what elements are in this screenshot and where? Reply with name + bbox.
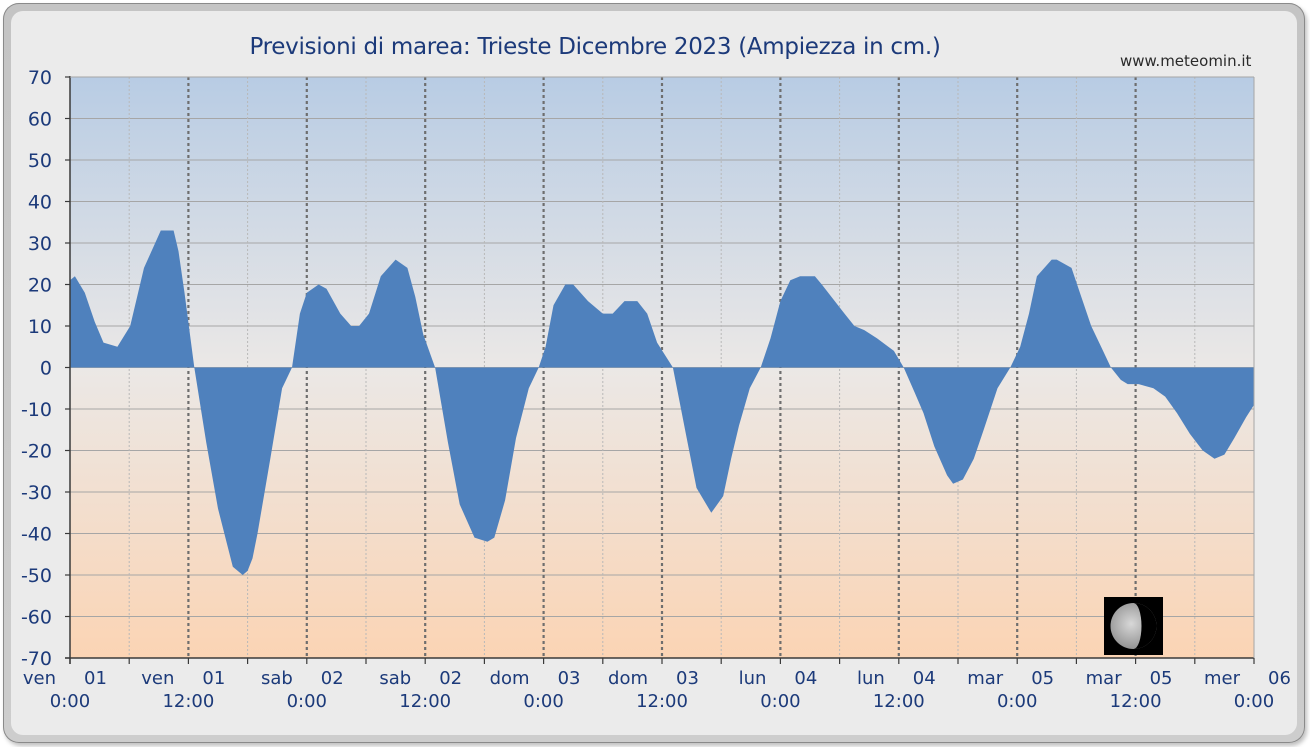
x-tick-time: 0:00 [997,691,1037,712]
y-tick-label: 10 [28,316,52,338]
x-tick-day: lun [857,668,885,689]
y-tick-label: -40 [21,524,52,546]
source-label: www.meteomin.it [1120,52,1252,70]
x-tick-time: 0:00 [1234,691,1274,712]
x-tick-date: 02 [321,668,344,689]
x-tick-date: 03 [676,668,699,689]
x-tick-label: mer 060:00 [1204,668,1291,712]
x-tick-date: 02 [439,668,462,689]
x-tick-label: lun 040:00 [739,668,818,712]
y-tick-label: 70 [28,67,52,89]
y-tick-label: -70 [21,648,52,670]
x-tick-time: 0:00 [760,691,800,712]
x-tick-time: 12:00 [399,691,451,712]
moon-phase-icon [1104,597,1163,655]
x-tick-date: 04 [913,668,936,689]
x-tick-time: 12:00 [873,691,925,712]
x-tick-label: ven 010:00 [23,668,107,712]
y-tick-label: 20 [28,275,52,297]
y-tick-label: -20 [21,441,52,463]
x-tick-time: 12:00 [1110,691,1162,712]
x-tick-time: 12:00 [162,691,214,712]
x-tick-label: sab 020:00 [261,668,344,712]
chart-title: Previsioni di marea: Trieste Dicembre 20… [249,34,941,60]
x-tick-date: 01 [202,668,225,689]
x-tick-day: mer [1204,668,1241,689]
x-tick-label: mar 050:00 [967,668,1054,712]
y-tick-label: 50 [28,150,52,172]
y-tick-label: -60 [21,607,52,629]
y-tick-label: -30 [21,482,52,504]
x-tick-date: 06 [1268,668,1291,689]
x-tick-day: dom [490,668,530,689]
y-tick-label: -50 [21,565,52,587]
x-tick-label: dom 030:00 [490,668,581,712]
x-tick-day: sab [379,668,411,689]
x-tick-date: 04 [794,668,817,689]
x-tick-date: 05 [1150,668,1173,689]
axes [65,76,1255,664]
x-tick-time: 0:00 [287,691,327,712]
y-axis-ticks: 70 60 50 40 30 20 10 0 -10 -20 -30 -40 -50 -60 -70 [21,67,52,670]
x-tick-time: 0:00 [523,691,563,712]
x-tick-day: mar [1086,668,1123,689]
x-tick-day: mar [967,668,1004,689]
x-tick-date: 05 [1031,668,1054,689]
x-tick-time: 0:00 [50,691,90,712]
x-tick-date: 01 [84,668,107,689]
x-tick-day: ven [141,668,174,689]
y-tick-label: 60 [28,109,52,131]
y-tick-label: 30 [28,233,52,255]
x-tick-date: 03 [558,668,581,689]
x-tick-time: 12:00 [636,691,688,712]
y-tick-label: 40 [28,192,52,214]
x-tick-day: dom [608,668,648,689]
x-tick-day: ven [23,668,56,689]
y-tick-label: -10 [21,399,52,421]
x-tick-day: sab [261,668,293,689]
x-tick-day: lun [739,668,767,689]
y-tick-label: 0 [40,358,52,380]
